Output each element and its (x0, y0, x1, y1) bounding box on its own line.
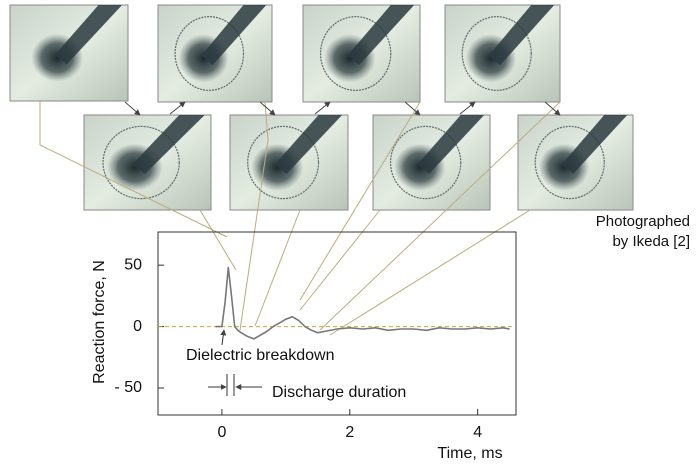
shock-front (319, 16, 392, 91)
x-tick-label: 4 (473, 424, 482, 441)
electrode (561, 115, 628, 174)
annotation: Discharge duration (272, 384, 406, 401)
arrow (169, 101, 186, 115)
annotation: Photographed (596, 213, 690, 230)
link-line (319, 101, 561, 331)
annotation: Dielectric breakdown (186, 347, 335, 364)
photo (157, 4, 273, 103)
annotation: by Ikeda [2] (612, 233, 690, 250)
y-tick-label: 50 (124, 256, 142, 273)
photo-links (39, 100, 561, 336)
photo (229, 114, 349, 211)
arrow (259, 101, 276, 116)
electrode (274, 115, 343, 174)
electrode (201, 5, 267, 66)
link-line (254, 209, 301, 327)
photo (83, 114, 212, 211)
link-line (39, 100, 228, 238)
arrow (220, 329, 227, 346)
shock-front (461, 16, 532, 91)
x-tick-label: 0 (217, 424, 226, 441)
link-line (299, 209, 381, 311)
electrode (54, 5, 123, 65)
photo (517, 114, 634, 211)
photo (9, 4, 129, 102)
arrow (404, 101, 421, 116)
shock-front (174, 16, 245, 91)
plot-frame (157, 231, 517, 416)
link-line (299, 101, 421, 301)
link-line (199, 209, 237, 271)
annotation-arrows (208, 329, 262, 396)
y-axis-label: Reaction force, N (91, 260, 108, 384)
electrode (132, 115, 205, 174)
y-tick-label: 0 (133, 318, 142, 335)
sequence-arrows (124, 101, 561, 116)
electrode (417, 115, 485, 174)
y-tick-label: - 50 (114, 379, 142, 396)
shock-front (102, 125, 180, 200)
photo (444, 4, 561, 103)
x-tick-label: 2 (345, 424, 354, 441)
link-line (329, 209, 531, 336)
force-line (215, 266, 510, 340)
arrow (544, 101, 561, 116)
link-line (239, 101, 269, 331)
electrode (488, 5, 555, 66)
shock-front (389, 125, 462, 200)
x-axis-label: Time, ms (437, 445, 502, 462)
photo (372, 114, 491, 211)
arrow (314, 101, 331, 115)
arrow (459, 101, 476, 115)
shock-front (534, 125, 605, 200)
photo (302, 4, 421, 103)
photo-sequence (9, 4, 634, 211)
shock-front (247, 125, 320, 200)
arrow (124, 101, 141, 116)
electrode (347, 5, 415, 66)
